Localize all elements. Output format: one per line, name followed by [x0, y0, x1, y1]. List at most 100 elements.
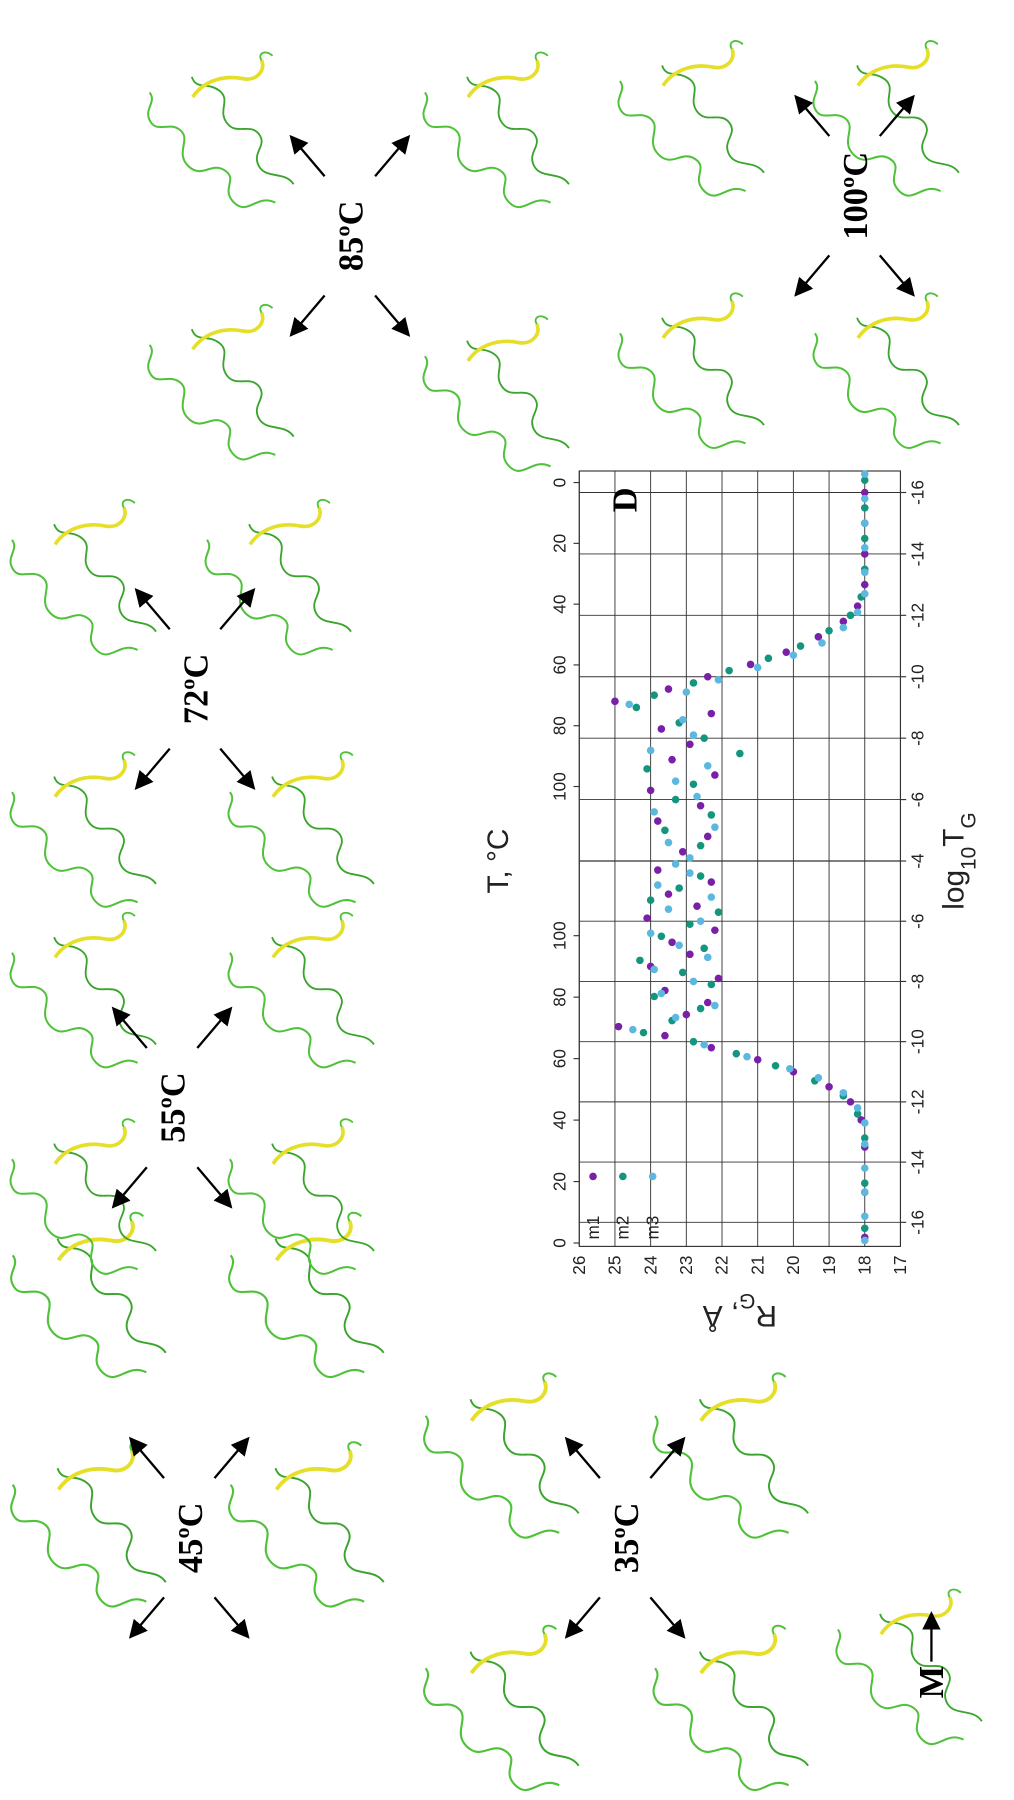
plot-frame	[578, 470, 902, 1247]
arrow	[878, 254, 915, 297]
x2-tick-label: 0	[550, 478, 570, 488]
point	[682, 688, 691, 696]
point	[686, 740, 694, 749]
point	[725, 666, 733, 675]
point	[646, 896, 655, 904]
y-tick-label: 18	[854, 1256, 874, 1275]
y-tick-label: 19	[819, 1256, 839, 1275]
x2-tick-label: 80	[550, 716, 570, 735]
point	[696, 801, 705, 810]
point	[839, 623, 848, 632]
point	[860, 494, 869, 503]
label-part: 10	[957, 847, 980, 870]
point	[650, 992, 658, 1001]
point	[839, 617, 848, 626]
arrow	[289, 134, 326, 177]
y-tick-label: 17	[890, 1256, 910, 1275]
point	[860, 476, 869, 484]
point	[860, 1164, 869, 1172]
point	[671, 777, 680, 785]
y-tick-label: 26	[569, 1256, 589, 1275]
point	[668, 755, 676, 764]
arrow	[649, 1596, 686, 1639]
point	[664, 685, 673, 693]
y-tick-label: 20	[783, 1256, 803, 1275]
x-tick-label: -10	[907, 1029, 927, 1054]
point	[693, 902, 701, 910]
arrow	[794, 94, 831, 137]
point	[689, 780, 698, 789]
x2-axis-label: T, °C	[482, 829, 515, 894]
temperature-label: 55ºC	[155, 1072, 193, 1143]
x2-tick-label: 100	[550, 921, 570, 950]
point	[703, 762, 712, 770]
point	[860, 1236, 869, 1245]
point	[636, 956, 644, 965]
y-tick-label: 24	[640, 1255, 660, 1275]
point	[860, 1224, 869, 1233]
point	[686, 950, 694, 959]
point	[786, 1064, 794, 1073]
point	[860, 534, 869, 543]
point	[689, 679, 698, 687]
arrow	[564, 1596, 601, 1639]
point	[732, 1049, 741, 1058]
point	[825, 1083, 833, 1091]
point	[860, 1134, 869, 1142]
point	[860, 504, 869, 512]
temperature-label: 45ºC	[172, 1502, 210, 1573]
point	[743, 1052, 751, 1061]
y-tick-label: 21	[747, 1256, 767, 1275]
point	[860, 1188, 869, 1196]
x-axis-label: log10TG	[938, 812, 980, 909]
point	[711, 771, 719, 779]
legend-label: m1	[583, 1216, 603, 1240]
point	[689, 731, 698, 739]
legend-marker	[589, 1172, 597, 1181]
point	[678, 848, 687, 856]
x-tick-label: -6	[907, 914, 927, 929]
temperature-label: 35ºC	[608, 1502, 646, 1573]
point	[653, 866, 662, 874]
x-tick-label: -8	[907, 731, 927, 746]
point	[714, 974, 723, 983]
point	[853, 602, 862, 610]
y-tick-label: 23	[676, 1256, 696, 1275]
point	[703, 953, 712, 962]
point	[646, 929, 655, 938]
x-tick-label: -14	[907, 1149, 927, 1174]
point	[675, 941, 683, 950]
x-tick-label: -10	[907, 664, 927, 689]
point	[707, 811, 716, 819]
point	[853, 608, 862, 617]
point	[614, 1022, 623, 1031]
point	[714, 908, 723, 916]
point	[696, 917, 705, 926]
temperature-label: 100ºC	[837, 152, 875, 240]
point	[689, 1037, 698, 1046]
point	[682, 1010, 691, 1019]
point	[675, 884, 683, 892]
point	[678, 715, 687, 724]
point	[686, 869, 694, 877]
point	[860, 550, 869, 558]
y-axis-label: RG, Å	[703, 1290, 777, 1333]
legend-label: m3	[642, 1216, 662, 1240]
chart: 26 25 24 23 22 21 20 19 18 17 -16 -14 -12 -10 -8 -6 -4 0 2…	[482, 470, 980, 1332]
point	[796, 642, 805, 650]
arrow	[289, 294, 326, 337]
point	[753, 663, 762, 672]
point	[764, 654, 773, 663]
x2-tick-label: 100	[550, 772, 570, 801]
point	[686, 854, 694, 862]
point	[678, 968, 687, 977]
point	[611, 697, 619, 706]
point	[753, 1055, 762, 1064]
arrow	[128, 1596, 165, 1639]
point	[639, 1028, 648, 1037]
arrow	[134, 747, 171, 790]
point	[671, 1013, 680, 1022]
point	[671, 795, 680, 804]
point	[746, 660, 755, 669]
